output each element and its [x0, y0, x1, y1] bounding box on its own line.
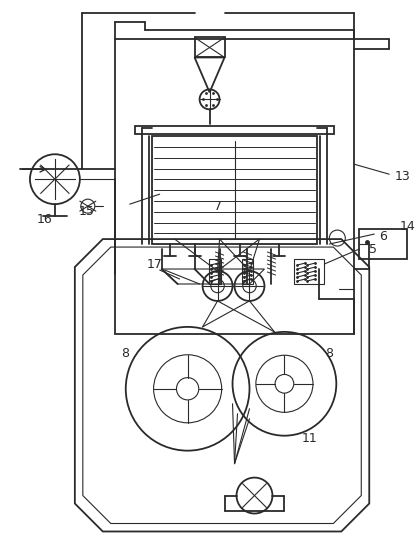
- Bar: [135, 126, 334, 134]
- Text: 8: 8: [121, 347, 129, 360]
- Text: 6: 6: [379, 229, 387, 243]
- Bar: [152, 136, 317, 244]
- Text: 13: 13: [394, 170, 410, 183]
- Text: 14: 14: [399, 219, 415, 233]
- Bar: [359, 229, 407, 259]
- Text: 16: 16: [37, 213, 53, 225]
- Bar: [115, 39, 354, 334]
- Text: 17: 17: [147, 258, 163, 270]
- Text: 5: 5: [369, 243, 377, 255]
- Bar: [294, 259, 324, 284]
- Text: 8: 8: [325, 347, 333, 360]
- Bar: [209, 259, 221, 284]
- Text: 7: 7: [214, 199, 222, 213]
- Text: 15: 15: [79, 204, 95, 218]
- Text: 11: 11: [301, 432, 317, 445]
- Bar: [195, 38, 224, 58]
- Bar: [242, 259, 253, 284]
